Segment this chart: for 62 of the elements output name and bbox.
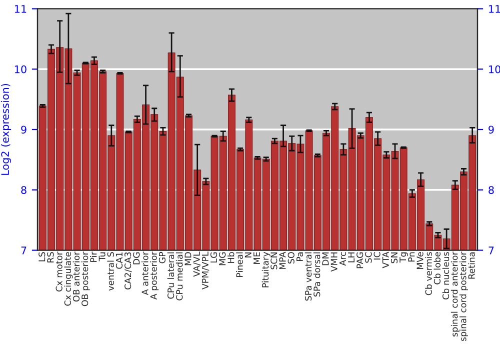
y-tick-label: 8 bbox=[21, 186, 26, 194]
x-tick-label: LG bbox=[210, 252, 218, 262]
x-tick-label: Arc bbox=[339, 252, 346, 266]
y2-tick-label: 7 bbox=[488, 246, 494, 254]
x-tick-label: MVe bbox=[416, 252, 424, 270]
x-tick-label: VMH bbox=[330, 252, 338, 272]
x-tick-label: Retina bbox=[468, 252, 475, 279]
x-tick-label: VPM/VPL bbox=[202, 252, 210, 290]
x-tick-label: Pituitary bbox=[262, 252, 270, 288]
y-axis-title: Log2 (expression) bbox=[0, 84, 12, 175]
x-tick-label: SCN bbox=[270, 252, 278, 270]
y-tick-label: 9 bbox=[21, 126, 26, 134]
x-tick-label: ME bbox=[254, 252, 260, 264]
x-tick-label: CA2/CA3 bbox=[124, 252, 132, 290]
x-tick-label: Cb lobe bbox=[434, 252, 441, 284]
x-tick-label: RS bbox=[47, 252, 54, 262]
x-tick-label: DG bbox=[133, 252, 140, 264]
x-tick-label: OB anterior bbox=[72, 252, 80, 302]
x-tick-label: SO bbox=[288, 252, 294, 264]
x-tick-label: ventral S bbox=[107, 252, 114, 291]
x-tick-label: SC bbox=[365, 252, 372, 263]
x-tick-label: LS bbox=[38, 252, 46, 262]
x-tick-label: N bbox=[244, 252, 252, 258]
x-tick-label: Pa bbox=[296, 252, 304, 262]
y-tick-label: 7 bbox=[21, 246, 26, 254]
x-tick-label: IC bbox=[374, 252, 380, 260]
x-tick-label: spinal cord posterior bbox=[460, 252, 468, 342]
x-tick-label: Hb bbox=[227, 252, 234, 263]
y2-tick-label: 10 bbox=[489, 65, 500, 74]
x-tick-label: spinal cord anterior bbox=[450, 252, 460, 336]
x-tick-label: A anterior bbox=[142, 252, 148, 296]
x-tick-label: A posterior bbox=[150, 252, 159, 300]
x-tick-label: Pineal bbox=[236, 252, 243, 278]
y2-tick-label: 9 bbox=[488, 126, 494, 134]
x-tick-label: MPA bbox=[279, 252, 286, 270]
x-tick-label: VA/VL bbox=[193, 252, 201, 277]
x-tick-label: Cx motor bbox=[56, 252, 62, 292]
y2-tick-label: 11 bbox=[489, 5, 500, 13]
y-tick-label: 10 bbox=[14, 65, 26, 74]
x-tick-label: CPu medial bbox=[176, 252, 183, 300]
x-tick-label: Cx cingulate bbox=[64, 252, 73, 306]
x-tick-label: CPu lateral bbox=[167, 252, 174, 299]
x-tick-label: SPa ventral bbox=[304, 252, 312, 301]
x-tick-label: Tg bbox=[400, 252, 408, 263]
x-tick-label: Cb vermis bbox=[425, 252, 432, 296]
x-tick-label: GP bbox=[158, 252, 166, 264]
x-tick-label: SPa dorsal bbox=[313, 252, 320, 296]
x-tick-label: Cb nucleus bbox=[442, 252, 450, 300]
x-tick-label: Pir bbox=[90, 252, 97, 262]
x-tick-label: SN bbox=[390, 252, 398, 264]
x-tick-label: MD bbox=[184, 252, 192, 266]
x-tick-label: Tu bbox=[98, 252, 106, 262]
x-tick-label: DM bbox=[322, 252, 329, 266]
x-tick-label: MG bbox=[219, 252, 226, 266]
x-tick-label: Pn bbox=[408, 252, 415, 262]
x-tick-label: OB posterior bbox=[81, 252, 90, 306]
x-tick-label: LH bbox=[348, 252, 354, 262]
x-tick-label: VTA bbox=[382, 252, 389, 268]
x-tick-label: PAG bbox=[356, 252, 364, 268]
y2-tick-label: 8 bbox=[488, 186, 494, 194]
x-tick-label: CA1 bbox=[116, 252, 123, 269]
y-tick-label: 11 bbox=[14, 5, 26, 13]
